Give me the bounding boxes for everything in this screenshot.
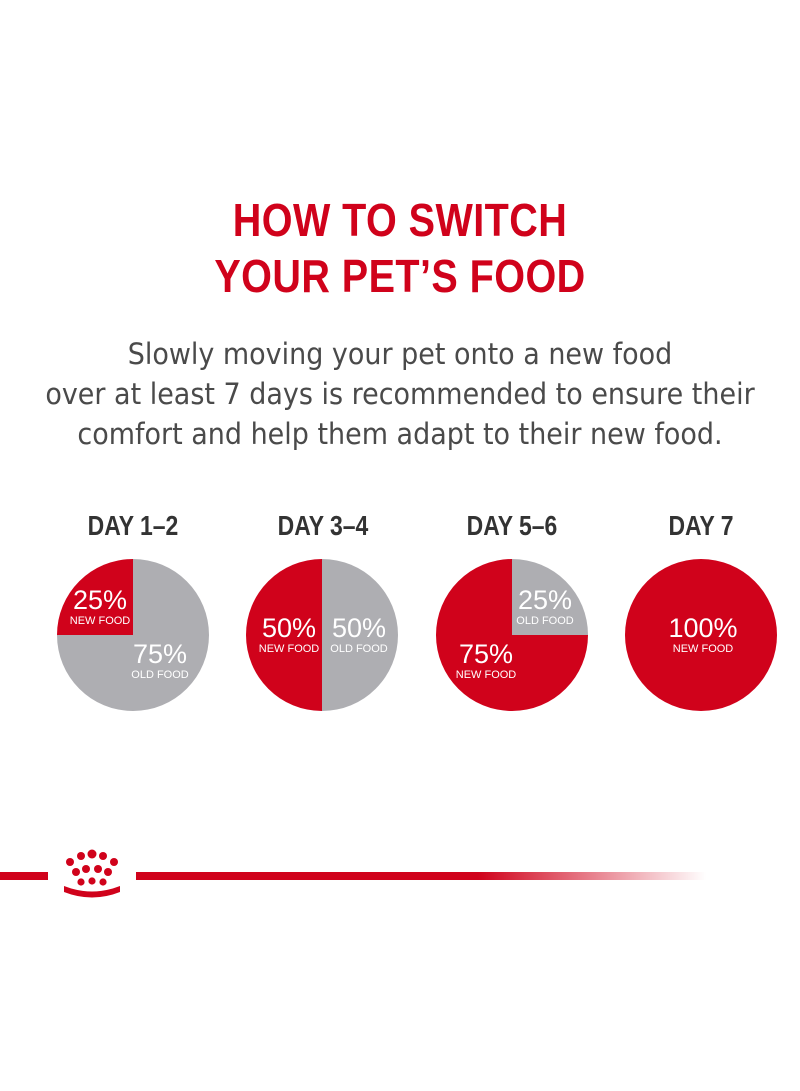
slice-caption-old-food: OLD FOOD xyxy=(330,643,388,655)
pie-slice-new-food xyxy=(246,559,322,711)
slice-caption-old-food: OLD FOOD xyxy=(516,615,574,627)
page-title: HOW TO SWITCH YOUR PET’S FOOD xyxy=(56,192,744,304)
day-label-3: DAY 5–6 xyxy=(466,510,558,541)
slice-caption-new-food: NEW FOOD xyxy=(456,669,517,681)
slice-caption-new-food: NEW FOOD xyxy=(70,615,131,627)
pct-label-new-food: 50% xyxy=(262,613,316,643)
subtitle-line-3: comfort and help them adapt to their new… xyxy=(77,417,723,451)
pct-label-new-food: 75% xyxy=(459,639,513,669)
divider-line-left xyxy=(0,872,48,880)
pct-label-old-food: 25% xyxy=(518,585,572,615)
pct-label-old-food: 75% xyxy=(133,639,187,669)
pct-label-new-food: 100% xyxy=(668,613,737,643)
slice-caption-old-food: OLD FOOD xyxy=(131,669,189,681)
subtitle-line-2: over at least 7 days is recommended to e… xyxy=(45,377,755,411)
pct-label-old-food: 50% xyxy=(332,613,386,643)
divider-line-right xyxy=(136,872,706,880)
title-line-1: HOW TO SWITCH xyxy=(232,194,568,246)
day-label-4: DAY 7 xyxy=(668,510,734,541)
slice-caption-new-food: NEW FOOD xyxy=(673,643,734,655)
pie-slice-old-food xyxy=(57,559,209,711)
slice-caption-new-food: NEW FOOD xyxy=(259,643,320,655)
footer-divider xyxy=(0,849,706,898)
subtitle: Slowly moving your pet onto a new food o… xyxy=(0,334,800,454)
day-label-1: DAY 1–2 xyxy=(87,510,179,541)
pie-chart-4: 100%NEW FOOD xyxy=(625,559,777,711)
crown-icon xyxy=(64,849,120,898)
pie-slice-old-food xyxy=(322,559,398,711)
pie-slice-new-food xyxy=(625,559,777,711)
pie-slice-new-food xyxy=(57,559,133,635)
title-line-2: YOUR PET’S FOOD xyxy=(214,250,586,302)
pie-chart-3: 75%NEW FOOD 25%OLD FOOD xyxy=(436,559,588,711)
subtitle-line-1: Slowly moving your pet onto a new food xyxy=(127,337,673,371)
day-label-2: DAY 3–4 xyxy=(277,510,369,541)
pct-label-new-food: 25% xyxy=(73,585,127,615)
pie-slice-old-food xyxy=(512,559,588,635)
